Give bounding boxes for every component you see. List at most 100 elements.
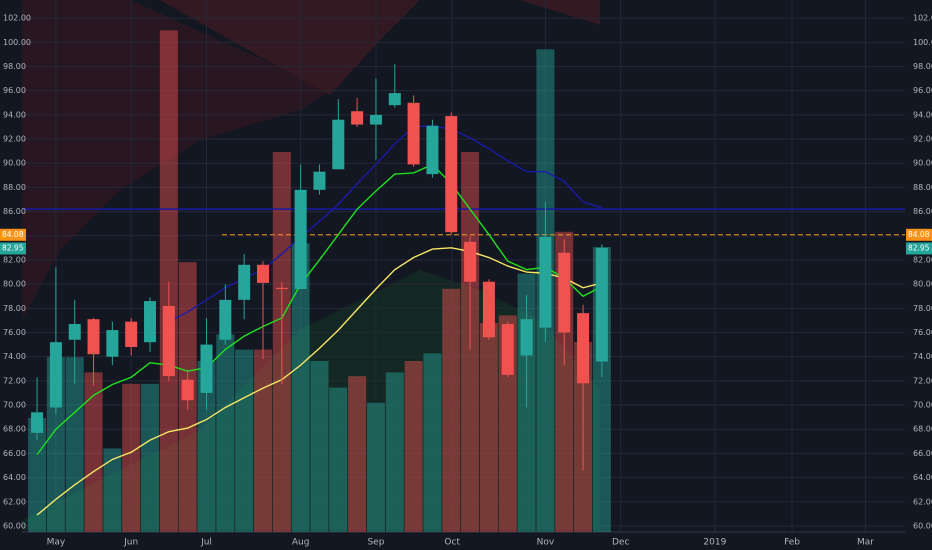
candle-body xyxy=(520,319,533,356)
y-tick-label-right: 94.00 xyxy=(913,110,932,119)
y-tick-label-right: 96.00 xyxy=(913,86,932,95)
y-tick-label: 94.00 xyxy=(3,110,26,119)
candle-body xyxy=(332,119,345,170)
upper-band-area xyxy=(22,0,330,320)
candle-body xyxy=(369,114,382,125)
volume-bar xyxy=(329,387,348,532)
candle-body xyxy=(49,342,62,408)
upper-band xyxy=(22,0,600,95)
y-tick-label: 100.00 xyxy=(3,38,31,47)
volume-bar xyxy=(442,288,461,532)
y-tick-label-right: 64.00 xyxy=(913,473,932,482)
candle-body xyxy=(558,252,571,333)
volume-bar xyxy=(141,383,160,532)
candle-body xyxy=(106,330,119,357)
candle-body xyxy=(162,305,175,377)
price-tag xyxy=(0,228,26,241)
candle-body xyxy=(125,321,138,348)
volume-bar xyxy=(103,448,122,532)
y-tick-label-right: 88.00 xyxy=(913,183,932,192)
volume-bar xyxy=(404,361,423,532)
y-tick-label: 88.00 xyxy=(3,183,26,192)
y-tick-label-right: 100.00 xyxy=(913,38,932,47)
y-tick-label-right: 102.00 xyxy=(913,14,932,23)
y-tick-label: 98.00 xyxy=(3,62,26,71)
y-tick-label-right: 74.00 xyxy=(913,352,932,361)
volume-bar xyxy=(291,243,310,532)
candle-body xyxy=(238,264,251,300)
y-tick-label-right: 60.00 xyxy=(913,521,932,530)
volume-bar xyxy=(216,334,235,532)
y-tick-label: 74.00 xyxy=(3,352,26,361)
y-tick-label-right: 70.00 xyxy=(913,401,932,410)
y-tick-label-right: 92.00 xyxy=(913,135,932,144)
y-tick-label-right: 66.00 xyxy=(913,449,932,458)
y-tick-label-right: 78.00 xyxy=(913,304,932,313)
candle-body xyxy=(200,344,213,393)
price-tag xyxy=(906,228,932,241)
y-tick-label: 66.00 xyxy=(3,449,26,458)
candle-body xyxy=(294,189,307,289)
volume-bar xyxy=(423,353,442,532)
y-tick-label: 90.00 xyxy=(3,159,26,168)
y-tick-label: 96.00 xyxy=(3,86,26,95)
y-tick-label-right: 86.00 xyxy=(913,207,932,216)
x-tick-label: May xyxy=(47,538,66,548)
volume-bar xyxy=(310,361,329,532)
y-tick-label: 86.00 xyxy=(3,207,26,216)
y-tick-label-right: 90.00 xyxy=(913,159,932,168)
volume-bar xyxy=(253,349,272,532)
price-tag-label: 82.95 xyxy=(2,243,24,252)
x-tick-label: Dec xyxy=(612,538,629,548)
y-tick-label: 76.00 xyxy=(3,328,26,337)
y-tick-label: 102.00 xyxy=(3,14,31,23)
y-tick-label-right: 72.00 xyxy=(913,376,932,385)
volume-bar xyxy=(366,402,385,532)
candle-body xyxy=(256,264,269,283)
y-tick-label: 62.00 xyxy=(3,497,26,506)
volume-bar xyxy=(159,30,178,533)
y-tick-label-right: 68.00 xyxy=(913,425,932,434)
lower-cloud xyxy=(22,270,600,530)
candle-body xyxy=(388,93,401,106)
candle-body xyxy=(144,301,157,343)
y-tick-label: 80.00 xyxy=(3,280,26,289)
volume-bar xyxy=(84,372,103,532)
volume-bar xyxy=(385,372,404,532)
y-tick-label-right: 62.00 xyxy=(913,497,932,506)
x-tick-label: Aug xyxy=(292,538,310,548)
moving-average xyxy=(36,163,603,456)
volume-bar xyxy=(197,361,216,532)
y-tick-label: 60.00 xyxy=(3,521,26,530)
candle-body xyxy=(407,102,420,165)
y-tick-label: 70.00 xyxy=(3,401,26,410)
x-tick-label: Jun xyxy=(123,538,138,548)
price-tag-label: 84.08 xyxy=(908,230,930,239)
x-tick-label: Nov xyxy=(537,538,555,548)
x-tick-label: Mar xyxy=(857,538,874,548)
y-tick-label: 92.00 xyxy=(3,135,26,144)
y-tick-label-right: 76.00 xyxy=(913,328,932,337)
price-tag xyxy=(0,242,26,255)
moving-average xyxy=(36,247,603,516)
candle-body xyxy=(87,319,100,355)
volume-bar xyxy=(348,376,367,532)
candle-body xyxy=(445,116,458,233)
candle-body xyxy=(68,324,81,340)
x-tick-label: 2019 xyxy=(703,538,726,548)
candle-body xyxy=(577,313,590,384)
x-tick-label: Oct xyxy=(444,538,460,548)
candle-body xyxy=(219,299,232,340)
y-tick-label-right: 82.00 xyxy=(913,255,932,264)
candle-body xyxy=(313,171,326,190)
volume-bar xyxy=(479,323,498,532)
x-tick-label: Jul xyxy=(200,538,212,548)
price-tag-label: 84.08 xyxy=(2,230,24,239)
volume-bar xyxy=(235,349,254,532)
candle-body xyxy=(595,247,608,362)
y-tick-label-right: 98.00 xyxy=(913,62,932,71)
candle-body xyxy=(426,125,439,175)
volume-bar xyxy=(28,418,47,532)
price-tag-label: 82.95 xyxy=(908,243,930,252)
